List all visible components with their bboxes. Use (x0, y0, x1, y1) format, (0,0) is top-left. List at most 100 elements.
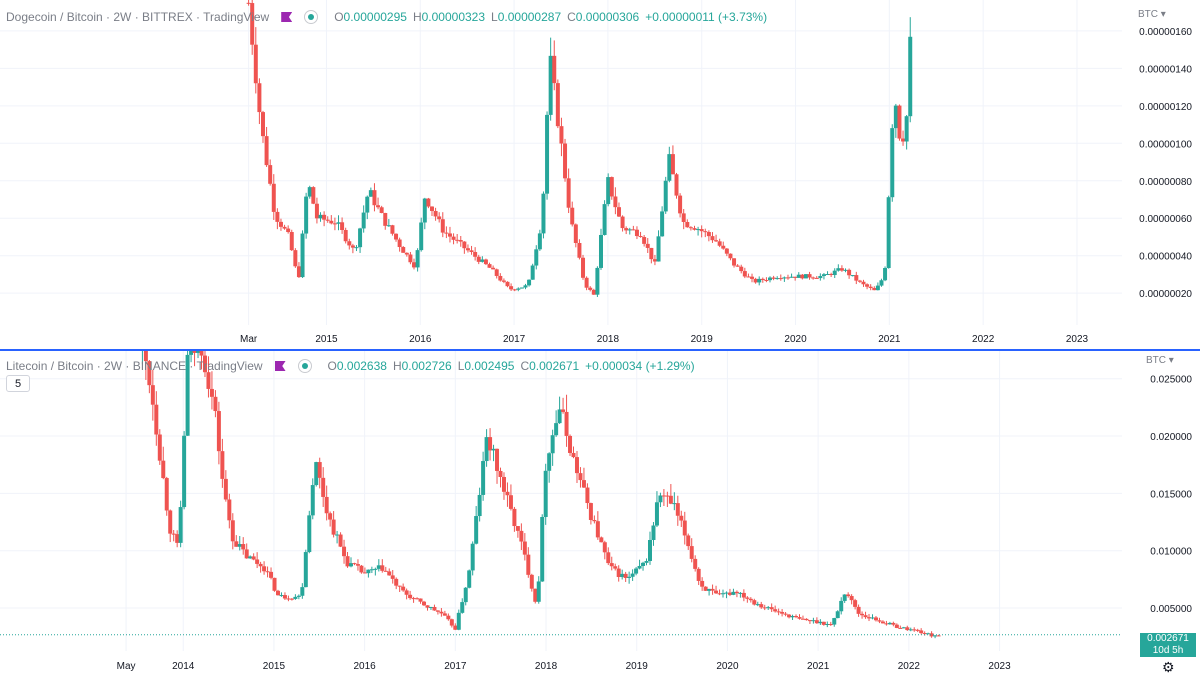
y-tick-label: 0.025000 (1150, 375, 1192, 386)
candle-body (905, 627, 910, 631)
candle-body (682, 520, 687, 536)
y-tick-label: 0.010000 (1150, 547, 1192, 558)
candle-body (220, 451, 225, 479)
candle-body (767, 277, 772, 281)
candle-body (721, 245, 726, 249)
flag-icon[interactable] (274, 361, 286, 371)
candle-body (755, 604, 760, 606)
candle-body (660, 211, 665, 237)
candle-body (206, 372, 211, 389)
candle-body (282, 226, 287, 229)
candle-body (588, 503, 593, 520)
candle-body (796, 274, 801, 278)
candle-body (458, 240, 463, 242)
candle-body (293, 250, 298, 267)
candle-body (724, 248, 729, 254)
candle-body (797, 617, 802, 619)
candle-body (578, 473, 583, 481)
candle-body (494, 269, 499, 276)
candle-body (656, 236, 661, 262)
candle-body (196, 351, 201, 353)
candle-body (753, 278, 758, 283)
candle-body (714, 590, 719, 594)
candle-body (164, 478, 169, 511)
candle-body (314, 203, 319, 219)
candle-body (724, 592, 729, 594)
candle-body (365, 196, 370, 213)
flag-icon[interactable] (281, 12, 293, 22)
high-value: 0.002726 (401, 359, 452, 373)
dogecoin-btc-chart[interactable]: 0.00000020 0.00000040 0.00000060 0.00000080… (0, 0, 1200, 349)
candle-body (168, 510, 173, 534)
candle-body (814, 277, 819, 279)
candle-body (735, 265, 740, 267)
candle-body (778, 278, 783, 280)
candle-body (670, 154, 675, 175)
x-tick-label: 2022 (972, 334, 995, 345)
x-tick-label: 2017 (444, 661, 467, 672)
candle-body (748, 598, 753, 601)
candle-body (418, 598, 423, 602)
candle-body (787, 614, 792, 618)
candle-body (842, 594, 847, 601)
candle-body (568, 435, 573, 453)
candle-body (692, 228, 697, 230)
candle-body (919, 630, 924, 634)
candle-body (908, 629, 913, 631)
candle-body (783, 613, 788, 615)
candle-body (404, 252, 409, 255)
candle-body (512, 508, 517, 527)
candle-body (432, 606, 437, 611)
candle-body (762, 607, 767, 609)
candle-body (435, 610, 440, 612)
candle-body (832, 270, 837, 276)
gear-icon[interactable]: ⚙ (1162, 659, 1175, 675)
candle-body (688, 227, 693, 229)
candle-body (570, 207, 575, 225)
candle-body (800, 274, 805, 279)
candle-body (775, 278, 780, 280)
dogecoin-btc-chart-pane[interactable]: 0.00000020 0.00000040 0.00000060 0.00000080… (0, 0, 1200, 349)
symbol-title[interactable]: Dogecoin / Bitcoin · 2W · BITTREX · Trad… (6, 10, 270, 24)
candle-body (742, 271, 747, 277)
x-tick-label: 2020 (784, 334, 807, 345)
candle-body (679, 515, 684, 521)
candle-body (685, 221, 690, 228)
candle-body (178, 507, 183, 543)
market-status-icon[interactable] (297, 359, 312, 373)
interval-badge[interactable]: 5 (6, 375, 30, 392)
price-axis-unit[interactable]: BTC ▾ (1138, 9, 1166, 20)
open-value: 0.00000295 (343, 10, 407, 24)
price-axis-unit[interactable]: BTC ▾ (1146, 355, 1174, 366)
candle-body (818, 621, 823, 624)
candle-body (686, 535, 691, 547)
candle-body (501, 280, 506, 282)
candle-body (627, 576, 632, 578)
candle-body (915, 629, 920, 631)
market-status-icon[interactable] (304, 10, 319, 24)
candle-body (209, 388, 214, 397)
pane-divider[interactable] (0, 349, 1200, 351)
litecoin-btc-chart-pane[interactable]: 0.005000 0.010000 0.015000 0.020000 0.025000… (0, 351, 1200, 676)
candle-body (803, 274, 808, 279)
candle-body (379, 207, 384, 213)
candle-body (447, 233, 452, 237)
candle-body (707, 588, 712, 591)
litecoin-btc-chart[interactable]: 0.005000 0.010000 0.015000 0.020000 0.025000… (0, 351, 1200, 676)
candle-body (439, 611, 444, 614)
candle-body (703, 231, 708, 233)
candle-body (303, 552, 308, 588)
last-price: 0.002671 (1147, 633, 1189, 644)
candle-body (321, 477, 326, 497)
candle-body (408, 594, 413, 599)
candle-body (264, 136, 269, 166)
candle-body (257, 83, 262, 113)
candle-body (199, 351, 204, 356)
candle-body (390, 225, 395, 234)
candle-body (764, 279, 769, 281)
candle-body (550, 435, 555, 454)
candle-body (717, 593, 722, 595)
symbol-title[interactable]: Litecoin / Bitcoin · 2W · BINANCE · Trad… (6, 359, 263, 373)
candle-body (150, 385, 155, 405)
ohlc-values: O0.002638 H0.002726 L0.002495 C0.002671 … (327, 359, 695, 373)
